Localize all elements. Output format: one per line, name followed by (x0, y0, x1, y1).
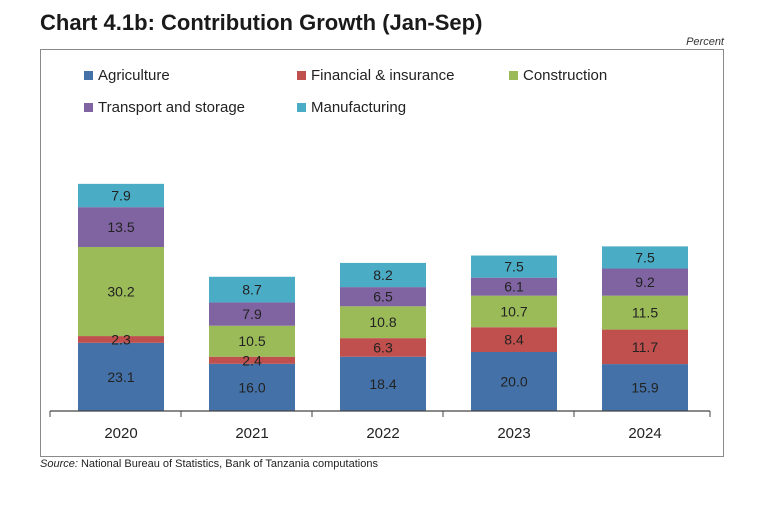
x-tick-label-2024: 2024 (628, 425, 661, 442)
source-prefix: Source: (40, 458, 78, 470)
x-tick-label-2020: 2020 (104, 425, 137, 442)
legend-item-transport-and-storage: Transport and storage (84, 99, 245, 116)
bar-segment-transport-and-storage-2024 (602, 268, 688, 296)
value-label-transport-and-storage-2021: 7.9 (242, 306, 262, 322)
legend-item-construction: Construction (509, 67, 607, 84)
value-label-manufacturing-2021: 8.7 (242, 282, 262, 298)
chart-frame (40, 49, 724, 457)
bar-segment-manufacturing-2022 (340, 262, 426, 288)
value-label-agriculture-2023: 20.0 (500, 374, 527, 390)
value-label-agriculture-2024: 15.9 (631, 380, 658, 396)
stacked-bar-chart: Agriculture Financial & insurance Construc… (49, 67, 711, 442)
legend-swatch-agriculture (84, 71, 93, 80)
x-tick-label-2022: 2022 (366, 425, 399, 442)
legend-swatch-construction (509, 71, 518, 80)
value-label-construction-2020: 30.2 (107, 284, 134, 300)
bar-segment-construction-2020 (78, 246, 164, 337)
bar-segment-transport-and-storage-2020 (78, 207, 164, 247)
value-label-transport-and-storage-2024: 9.2 (635, 274, 655, 290)
value-label-manufacturing-2024: 7.5 (635, 249, 655, 265)
legend-swatch-financial-insurance (297, 71, 306, 80)
bar-segment-financial-insurance-2022 (340, 338, 426, 357)
value-label-agriculture-2021: 16.0 (238, 379, 265, 395)
value-label-construction-2023: 10.7 (500, 303, 527, 319)
bar-segment-financial-insurance-2020 (78, 336, 164, 343)
legend: Agriculture Financial & insurance Construc… (84, 67, 607, 116)
legend-label-agriculture: Agriculture (98, 67, 170, 84)
source-text: National Bureau of Statistics, Bank of T… (77, 458, 378, 470)
value-label-manufacturing-2023: 7.5 (504, 259, 524, 275)
legend-label-manufacturing: Manufacturing (311, 99, 406, 116)
bar-segment-manufacturing-2024 (602, 246, 688, 269)
bars-group (78, 183, 688, 411)
x-axis: 2020 2021 2022 2023 2024 (49, 410, 711, 442)
bar-segment-transport-and-storage-2022 (340, 287, 426, 307)
value-label-financial-insurance-2021: 2.4 (242, 352, 262, 368)
bar-segment-construction-2024 (602, 295, 688, 330)
unit-label: Percent (686, 36, 724, 48)
bar-segment-agriculture-2023 (471, 352, 557, 411)
value-label-transport-and-storage-2023: 6.1 (504, 279, 524, 295)
bar-segment-agriculture-2021 (209, 363, 295, 411)
x-tick-label-2021: 2021 (235, 425, 268, 442)
bar-segment-construction-2022 (340, 306, 426, 339)
bar-segment-manufacturing-2020 (78, 183, 164, 208)
value-label-financial-insurance-2023: 8.4 (504, 332, 524, 348)
value-label-manufacturing-2020: 7.9 (111, 188, 131, 204)
value-labels-group: 23.1 2.3 30.2 13.5 7.9 16.0 2.4 10.5 7.9 8.7 18.4 6… (107, 188, 658, 396)
bar-segment-manufacturing-2021 (209, 276, 295, 303)
bar-segment-agriculture-2024 (602, 364, 688, 411)
value-label-financial-insurance-2022: 6.3 (373, 339, 393, 355)
bar-segment-financial-insurance-2021 (209, 356, 295, 364)
x-tick-label-2023: 2023 (497, 425, 530, 442)
value-label-construction-2024: 11.5 (632, 305, 658, 321)
legend-label-construction: Construction (523, 67, 607, 84)
bar-segment-transport-and-storage-2023 (471, 277, 557, 296)
bar-segment-agriculture-2022 (340, 356, 426, 411)
bar-segment-agriculture-2020 (78, 342, 164, 411)
bar-segment-transport-and-storage-2021 (209, 302, 295, 326)
source-note: Source: National Bureau of Statistics, B… (40, 458, 378, 470)
value-label-construction-2022: 10.8 (369, 314, 396, 330)
legend-label-financial-insurance: Financial & insurance (311, 67, 454, 84)
value-label-agriculture-2020: 23.1 (107, 369, 134, 385)
value-label-agriculture-2022: 18.4 (369, 376, 396, 392)
legend-swatch-manufacturing (297, 103, 306, 112)
value-label-transport-and-storage-2022: 6.5 (373, 289, 393, 305)
value-label-construction-2021: 10.5 (238, 333, 265, 349)
value-label-financial-insurance-2024: 11.7 (632, 339, 658, 355)
bar-segment-financial-insurance-2023 (471, 327, 557, 352)
legend-item-financial-insurance: Financial & insurance (297, 67, 454, 84)
bar-segment-manufacturing-2023 (471, 255, 557, 278)
bar-segment-construction-2023 (471, 295, 557, 328)
chart-title: Chart 4.1b: Contribution Growth (Jan-Sep… (40, 10, 483, 35)
legend-item-manufacturing: Manufacturing (297, 99, 406, 116)
bar-segment-construction-2021 (209, 325, 295, 357)
legend-label-transport-and-storage: Transport and storage (98, 99, 245, 116)
value-label-financial-insurance-2020: 2.3 (111, 331, 131, 347)
value-label-transport-and-storage-2020: 13.5 (107, 219, 134, 235)
value-label-manufacturing-2022: 8.2 (373, 267, 393, 283)
legend-swatch-transport-and-storage (84, 103, 93, 112)
legend-item-agriculture: Agriculture (84, 67, 170, 84)
bar-segment-financial-insurance-2024 (602, 329, 688, 365)
